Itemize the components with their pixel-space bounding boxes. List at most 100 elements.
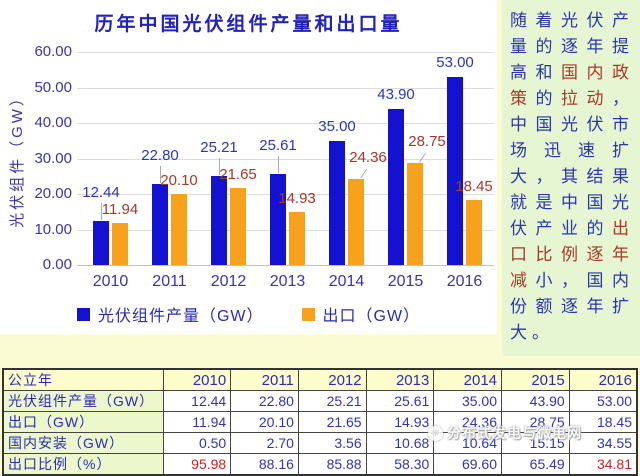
bar-export-2011 bbox=[171, 193, 187, 265]
text-segment: 拉动 bbox=[561, 89, 612, 108]
export-value-label: 11.94 bbox=[101, 200, 139, 218]
value-cell: 34.55 bbox=[568, 432, 638, 454]
x-axis-tick-label: 2014 bbox=[328, 273, 365, 290]
chart-legend: 光伏组件产量（GW） 出口（GW） bbox=[0, 302, 497, 326]
data-table: 公立年 2010 2011 2012 2013 2014 2015 2016 光伏组件产量（GW… bbox=[2, 368, 638, 476]
export-value-label: 24.36 bbox=[349, 148, 387, 166]
value-cell: 21.65 bbox=[297, 411, 367, 433]
x-axis-tick-label: 2016 bbox=[446, 273, 483, 290]
y-axis-tick-label: 10.00 bbox=[34, 220, 72, 238]
production-value-label: 35.00 bbox=[318, 117, 356, 135]
value-cell: 18.45 bbox=[568, 411, 638, 433]
bar-export-2016 bbox=[466, 199, 482, 265]
value-cell: 85.88 bbox=[297, 453, 367, 476]
gridline bbox=[77, 123, 494, 124]
gridline bbox=[77, 158, 494, 160]
export-value-label: 18.45 bbox=[455, 177, 493, 195]
x-axis-tick-label: 2013 bbox=[269, 273, 306, 290]
legend-label: 光伏组件产量（GW） bbox=[97, 308, 264, 325]
row-label-cell: 国内安装（GW） bbox=[2, 432, 164, 454]
value-cell: 20.10 bbox=[230, 411, 299, 433]
value-cell: 95.98 bbox=[162, 453, 232, 476]
production-value-label: 25.61 bbox=[259, 137, 297, 155]
year-header-cell: 2010 bbox=[162, 368, 232, 391]
value-cell: 69.60 bbox=[433, 453, 503, 476]
export-value-label: 14.93 bbox=[278, 189, 316, 207]
export-swatch-icon bbox=[301, 307, 315, 321]
value-cell: 53.00 bbox=[568, 390, 638, 412]
x-axis-tick-label: 2010 bbox=[92, 273, 129, 290]
y-axis-tick-label: 40.00 bbox=[34, 114, 72, 131]
x-axis-tick-label: 2012 bbox=[210, 273, 247, 290]
x-axis-tick-label: 2015 bbox=[387, 273, 424, 290]
production-value-label: 53.00 bbox=[436, 53, 474, 71]
gridline bbox=[77, 265, 494, 266]
chart-title: 历年中国光伏组件产量和出口量 bbox=[94, 14, 403, 35]
y-axis-tick-label: 60.00 bbox=[34, 43, 72, 60]
row-label-cell: 出口（GW） bbox=[2, 411, 164, 433]
value-cell: 88.16 bbox=[230, 453, 299, 476]
export-value-label: 28.75 bbox=[408, 132, 446, 150]
gridline bbox=[77, 87, 494, 89]
value-cell: 3.56 bbox=[297, 432, 367, 454]
table-row: 出口（GW） 11.94 20.10 21.65 14.93 24.36 28.75 18.4… bbox=[2, 411, 638, 433]
text-segment: 国内政策 bbox=[510, 63, 634, 108]
text-segment: 随着光伏产量的逐年提高和 bbox=[510, 11, 634, 82]
bar-production-2016 bbox=[447, 76, 463, 265]
bar-production-2012 bbox=[211, 175, 227, 265]
year-header-cell: 2011 bbox=[230, 368, 299, 391]
production-swatch-icon bbox=[76, 307, 90, 321]
bar-production-2010 bbox=[93, 220, 109, 265]
row-label-cell: 光伏组件产量（GW） bbox=[2, 390, 164, 412]
value-cell: 22.80 bbox=[230, 390, 299, 412]
value-cell: 43.90 bbox=[501, 390, 570, 412]
production-value-label: 25.21 bbox=[200, 138, 238, 156]
row-label-cell: 公立年 bbox=[2, 368, 164, 391]
y-axis-tick-label: 0.00 bbox=[42, 256, 72, 273]
value-cell: 10.68 bbox=[365, 432, 435, 454]
label-leader-line bbox=[160, 166, 161, 184]
value-cell: 58.30 bbox=[365, 453, 435, 476]
export-value-label: 20.10 bbox=[160, 171, 198, 189]
label-leader-line bbox=[278, 156, 279, 174]
y-axis-tick-label: 20.00 bbox=[34, 185, 72, 202]
text-segment: 的 bbox=[535, 89, 561, 108]
value-cell: 65.49 bbox=[501, 453, 570, 476]
value-cell: 15.15 bbox=[501, 432, 570, 454]
side-panel: 随着光伏产量的逐年提高和国内政策的拉动，中国光伏市场迅速扩大，其结果就是中国光伏… bbox=[502, 0, 640, 356]
value-cell: 2.70 bbox=[230, 432, 299, 454]
legend-item-production: 光伏组件产量（GW） bbox=[76, 302, 264, 326]
table-row: 出口比例（%） 95.98 88.16 85.88 58.30 69.60 65.49 34.… bbox=[2, 453, 638, 476]
y-axis-tick-label: 50.00 bbox=[34, 78, 72, 96]
value-cell: 11.94 bbox=[162, 411, 232, 433]
bar-export-2013 bbox=[289, 211, 305, 265]
table-row: 国内安装（GW） 0.50 2.70 3.56 10.68 10.64 15.15 34.55 bbox=[2, 432, 638, 454]
year-header-cell: 2015 bbox=[501, 368, 570, 391]
bar-production-2013 bbox=[270, 174, 286, 265]
value-cell: 24.36 bbox=[433, 411, 503, 433]
bar-production-2015 bbox=[388, 109, 404, 265]
side-panel-text: 随着光伏产量的逐年提高和国内政策的拉动，中国光伏市场迅速扩大，其结果就是中国光伏… bbox=[510, 8, 634, 346]
year-header-cell: 2013 bbox=[365, 368, 435, 391]
label-leader-line bbox=[101, 202, 102, 220]
row-label-cell: 出口比例（%） bbox=[2, 453, 164, 476]
table-header-row: 公立年 2010 2011 2012 2013 2014 2015 2016 bbox=[2, 368, 638, 391]
text-segment: 出口比例逐年减 bbox=[510, 219, 634, 290]
year-header-cell: 2016 bbox=[568, 368, 638, 391]
bar-production-2011 bbox=[152, 184, 168, 265]
bar-export-2015 bbox=[407, 162, 423, 265]
label-leader-line bbox=[419, 152, 427, 163]
y-axis-tick-label: 30.00 bbox=[34, 149, 72, 167]
x-axis-tick-label: 2011 bbox=[152, 273, 187, 290]
value-cell: 34.81 bbox=[568, 453, 638, 476]
bar-export-2010 bbox=[112, 222, 128, 265]
bar-production-2014 bbox=[329, 140, 345, 265]
value-cell: 10.64 bbox=[433, 432, 503, 454]
value-cell: 28.75 bbox=[501, 411, 570, 433]
year-header-cell: 2012 bbox=[297, 368, 367, 391]
value-cell: 25.21 bbox=[297, 390, 367, 412]
label-leader-line bbox=[360, 168, 368, 178]
label-leader-line bbox=[219, 157, 220, 175]
value-cell: 14.93 bbox=[365, 411, 435, 433]
text-segment: 小，国内份额逐年扩大。 bbox=[510, 271, 634, 342]
